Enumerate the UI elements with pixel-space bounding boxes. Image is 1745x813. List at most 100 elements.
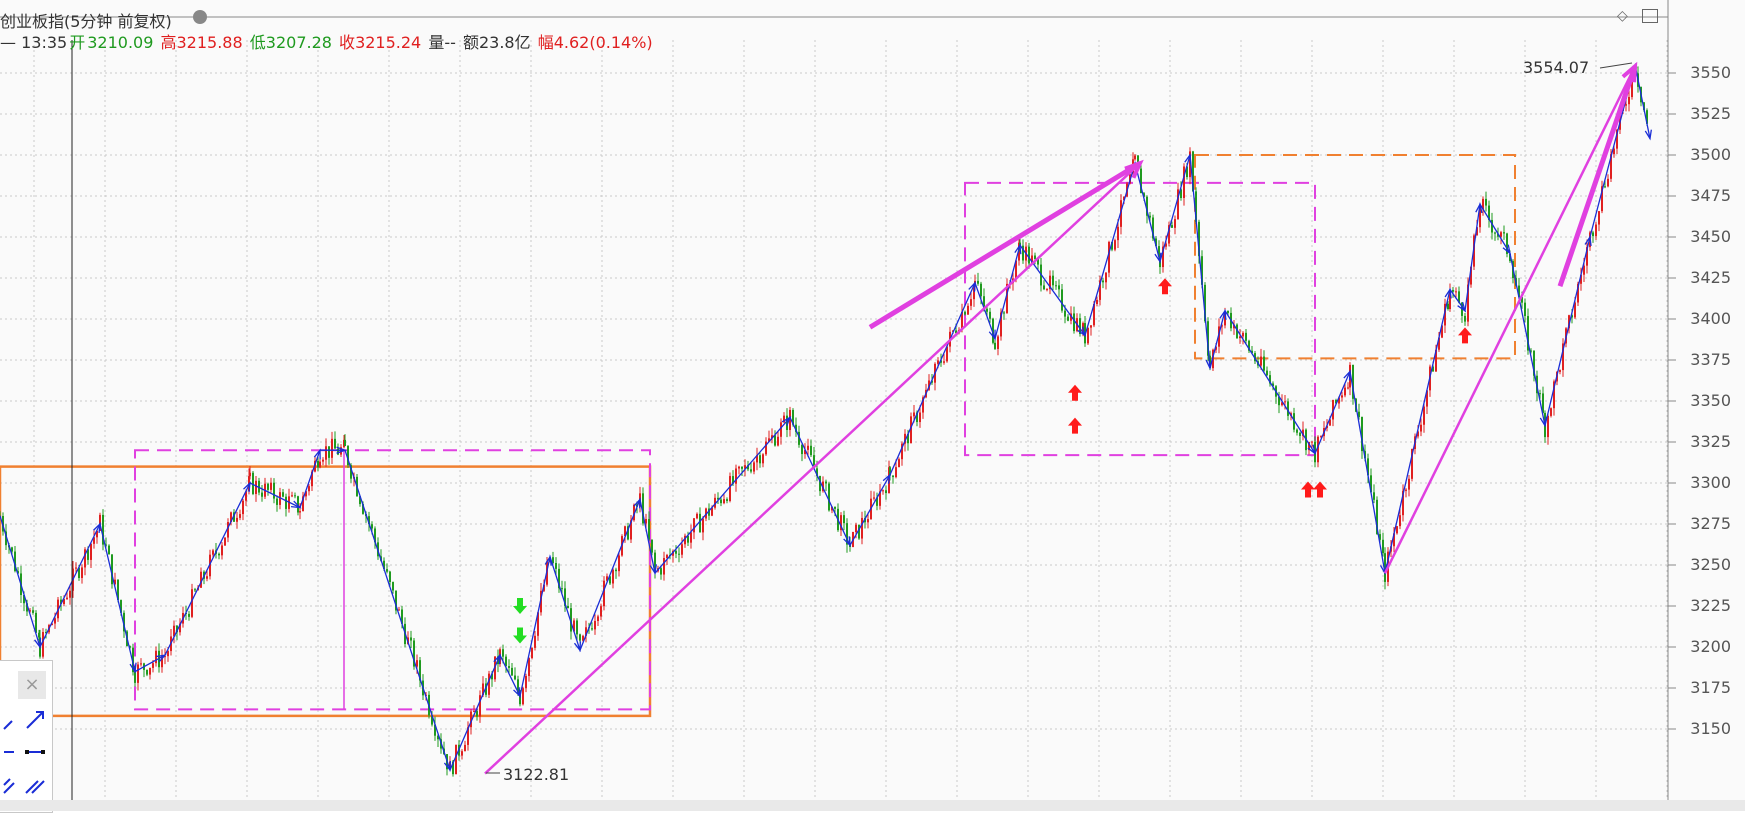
candle-body — [1311, 441, 1313, 443]
candle-body — [1467, 284, 1469, 322]
candle-body — [992, 318, 994, 343]
diamond-icon[interactable]: ◇ — [1617, 8, 1628, 24]
line-tool-icon[interactable] — [2, 709, 24, 731]
candle-body — [42, 632, 44, 657]
candle-body — [1509, 253, 1511, 262]
candle-body — [299, 511, 301, 513]
candle-body — [597, 616, 599, 621]
candle-body — [108, 545, 110, 555]
candle-body — [1171, 225, 1173, 228]
candle-body — [537, 612, 539, 636]
candle-body — [898, 459, 900, 468]
candle-body — [1233, 324, 1235, 329]
candle-body — [514, 675, 516, 680]
settings-icon[interactable] — [193, 10, 207, 24]
candle-body — [279, 492, 281, 505]
candle-body — [1105, 272, 1107, 283]
candle-body — [81, 567, 83, 578]
drawing-toolbox[interactable]: × — [0, 660, 53, 813]
candle-body — [1405, 489, 1407, 491]
candle-body — [60, 599, 62, 605]
window-icon[interactable] — [1642, 9, 1658, 23]
candle-body — [140, 663, 142, 665]
candle-body — [173, 625, 175, 637]
candle-body — [1574, 302, 1576, 318]
candle-body — [615, 569, 617, 572]
candle-body — [777, 436, 779, 446]
candle-body — [1646, 110, 1648, 124]
candle-body — [452, 761, 454, 775]
candle-body — [1610, 154, 1612, 179]
candle-body — [1370, 475, 1372, 493]
arrow-up-icon — [1158, 278, 1172, 295]
candle-body — [1613, 148, 1615, 155]
candle-body — [245, 491, 247, 501]
candle-body — [1547, 415, 1549, 438]
candle-body — [479, 695, 481, 717]
candle-body — [282, 492, 284, 497]
candle-body — [1111, 241, 1113, 250]
y-tick-label: 3250 — [1690, 555, 1731, 574]
candle-body — [1221, 325, 1223, 327]
candle-body — [813, 455, 815, 469]
candle-body — [362, 504, 364, 514]
candle-body — [681, 544, 683, 555]
zigzag-arrowhead — [1077, 326, 1087, 337]
candle-body — [54, 618, 56, 624]
candle-body — [5, 531, 7, 546]
close-value: 3215.24 — [355, 33, 422, 52]
candle-body — [1583, 265, 1585, 275]
candle-body — [120, 600, 122, 613]
zigzag-arrowhead — [1154, 252, 1162, 264]
candle-body — [132, 647, 134, 673]
parallel-tool-icon[interactable] — [24, 773, 46, 795]
ray-tool-icon[interactable] — [24, 709, 46, 731]
candle-body — [630, 520, 632, 540]
candle-body — [1272, 383, 1274, 387]
candle-body — [1402, 490, 1404, 516]
candle-body — [305, 491, 307, 497]
close-icon[interactable]: × — [18, 671, 46, 699]
channel-tool-icon[interactable] — [2, 773, 24, 795]
candle-body — [1329, 419, 1331, 426]
candle-body — [720, 499, 722, 504]
y-tick-label: 3350 — [1690, 391, 1731, 410]
candle-body — [1201, 256, 1203, 285]
candle-body — [1586, 247, 1588, 266]
candle-body — [1143, 193, 1145, 197]
trend-line — [484, 162, 1141, 775]
candle-body — [525, 675, 527, 689]
zigzag-arrowhead — [243, 481, 251, 493]
candle-body — [1542, 393, 1544, 413]
candle-body — [1165, 243, 1167, 247]
candle-body — [567, 605, 569, 609]
candle-body — [961, 311, 963, 331]
candle-body — [858, 524, 860, 539]
candle-body — [807, 445, 809, 450]
candle-body — [831, 506, 833, 511]
candle-body — [437, 735, 439, 740]
candle-body — [750, 469, 752, 472]
candle-body — [325, 446, 327, 460]
candle-body — [1524, 302, 1526, 317]
candle-body — [531, 647, 533, 659]
segment-tool-icon[interactable] — [24, 741, 46, 763]
y-tick-label: 3450 — [1690, 227, 1731, 246]
candle-body — [741, 466, 743, 469]
candle-body — [843, 515, 845, 524]
candle-body — [1449, 289, 1451, 310]
candle-body — [603, 580, 605, 607]
candle-body — [1028, 246, 1030, 264]
candle-body — [660, 568, 662, 575]
candle-body — [371, 524, 373, 529]
candle-body — [579, 634, 581, 641]
zigzag-arrowhead — [1184, 153, 1192, 165]
zigzag-arrowhead — [313, 448, 321, 460]
candle-body — [273, 482, 275, 499]
hline-tool-icon[interactable] — [2, 741, 24, 763]
candle-body — [946, 346, 948, 362]
candle-body — [340, 447, 342, 455]
candle-body — [913, 412, 915, 417]
